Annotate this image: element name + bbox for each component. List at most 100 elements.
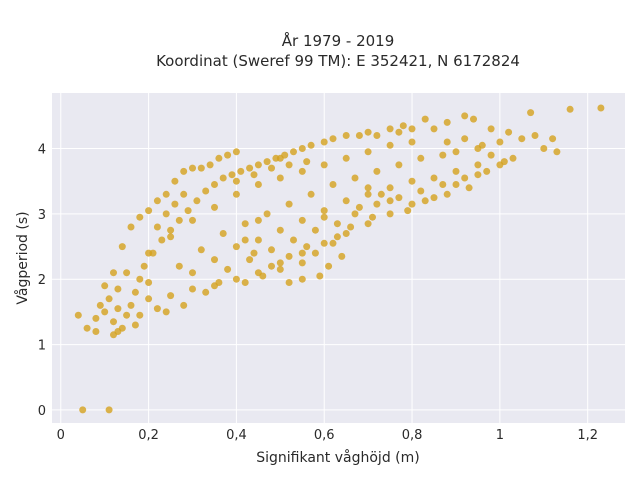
data-point	[364, 190, 372, 198]
data-point	[153, 223, 161, 231]
data-point	[487, 125, 495, 133]
data-point	[202, 187, 210, 195]
data-point	[478, 141, 486, 149]
data-point	[307, 141, 315, 149]
data-point	[118, 243, 126, 251]
data-point	[127, 223, 135, 231]
data-point	[439, 181, 447, 188]
data-point	[272, 154, 280, 162]
data-point	[298, 259, 306, 267]
data-point	[307, 190, 315, 198]
data-point	[461, 112, 469, 120]
x-tick-label: 0	[57, 428, 65, 443]
data-point	[285, 279, 293, 286]
data-point	[175, 262, 183, 270]
data-point	[145, 249, 153, 257]
data-point	[232, 275, 240, 283]
data-point	[443, 138, 451, 146]
data-point	[443, 190, 451, 198]
data-point	[364, 184, 372, 192]
data-point	[145, 207, 153, 215]
y-tick-label: 1	[38, 339, 46, 354]
data-point	[386, 210, 394, 218]
data-point	[395, 194, 403, 202]
data-point	[83, 324, 91, 332]
data-point	[461, 174, 469, 182]
data-point	[316, 272, 324, 280]
data-point	[452, 181, 460, 188]
data-point	[96, 301, 104, 309]
data-point	[298, 167, 306, 175]
x-tick-label: 0,2	[138, 428, 159, 443]
data-point	[518, 135, 526, 143]
data-point	[114, 328, 122, 335]
y-tick-label: 2	[38, 273, 46, 288]
data-point	[351, 174, 359, 182]
data-point	[311, 226, 319, 234]
data-point	[276, 259, 284, 267]
data-point	[355, 132, 363, 139]
data-point	[123, 269, 131, 277]
data-point	[430, 194, 438, 202]
data-point	[101, 308, 109, 316]
data-point	[232, 243, 240, 251]
data-point	[483, 167, 491, 175]
data-point	[105, 406, 113, 414]
data-point	[219, 174, 227, 182]
data-point	[211, 256, 218, 264]
data-point	[566, 105, 574, 113]
data-point	[110, 318, 117, 326]
x-tick-label: 0,4	[226, 428, 247, 443]
data-point	[136, 275, 144, 283]
data-point	[268, 246, 275, 254]
data-point	[127, 301, 135, 309]
data-point	[276, 174, 284, 182]
data-point	[285, 200, 293, 208]
data-point	[303, 243, 311, 251]
chart-title-line-1: År 1979 - 2019	[282, 31, 395, 50]
data-point	[123, 311, 131, 319]
data-point	[386, 197, 394, 205]
data-point	[232, 177, 240, 185]
data-point	[465, 184, 473, 192]
data-point	[500, 158, 508, 166]
data-point	[531, 132, 539, 139]
data-point	[184, 207, 192, 215]
data-point	[105, 295, 113, 303]
data-point	[461, 135, 469, 143]
data-point	[263, 210, 271, 218]
data-point	[395, 128, 403, 136]
data-point	[553, 148, 561, 156]
data-point	[189, 285, 196, 293]
data-point	[189, 269, 196, 277]
data-point	[290, 148, 297, 156]
data-point	[153, 305, 161, 313]
data-point	[180, 301, 188, 309]
y-axis-label: Vågperiod (s)	[14, 211, 31, 304]
data-point	[197, 164, 205, 172]
data-point	[92, 328, 100, 335]
data-point	[285, 161, 293, 169]
data-point	[452, 167, 460, 175]
data-point	[74, 311, 82, 319]
data-point	[228, 171, 236, 179]
data-point	[268, 262, 275, 270]
data-point	[101, 282, 109, 290]
data-point	[373, 200, 381, 208]
data-point	[355, 203, 363, 211]
data-point	[114, 285, 122, 293]
data-point	[254, 216, 262, 224]
data-point	[189, 216, 196, 224]
data-point	[215, 154, 223, 162]
data-point	[320, 161, 328, 169]
data-point	[430, 174, 438, 182]
data-point	[540, 145, 548, 152]
data-point	[496, 138, 504, 146]
data-point	[320, 213, 328, 221]
data-point	[246, 256, 254, 264]
data-point	[171, 177, 179, 185]
data-point	[153, 197, 161, 205]
data-point	[276, 226, 284, 234]
data-point	[474, 171, 482, 179]
data-point	[311, 249, 319, 257]
